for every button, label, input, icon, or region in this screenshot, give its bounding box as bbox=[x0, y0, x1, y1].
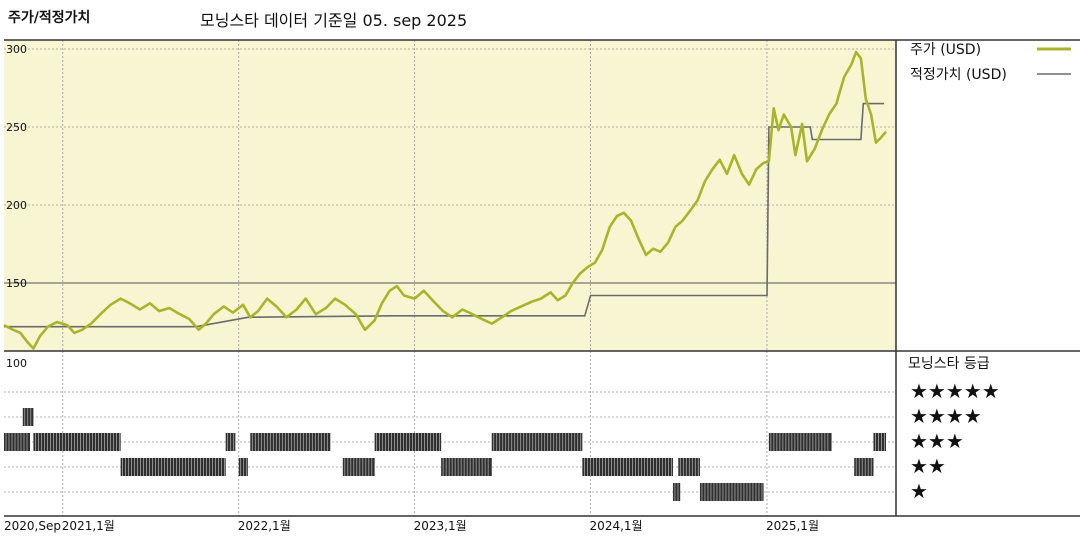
rating-segment-2-star-5 bbox=[238, 458, 248, 476]
rating-bars bbox=[4, 408, 886, 501]
x-tick-label-3: 2023,1월 bbox=[414, 519, 467, 533]
rating-segment-2-star-7 bbox=[342, 458, 375, 476]
x-tick-label-4: 2024,1월 bbox=[590, 519, 643, 533]
rating-bar-fill bbox=[672, 483, 681, 501]
x-tick-label-2: 2022,1월 bbox=[238, 519, 291, 533]
rating-segment-2-star-11 bbox=[582, 458, 673, 476]
rating-5-stars: ★★★★★ bbox=[910, 379, 1000, 403]
rating-segment-3-star-6 bbox=[250, 433, 331, 451]
rating-segment-2-star-9 bbox=[441, 458, 492, 476]
rating-4-stars: ★★★★ bbox=[910, 404, 982, 428]
price-y-tick-250: 250 bbox=[6, 121, 27, 134]
price-plot-background bbox=[4, 40, 896, 351]
price-gridlines bbox=[4, 40, 896, 351]
price-y-tick-200: 200 bbox=[6, 199, 27, 212]
price-y-axis-labels: 150 200 250 300 bbox=[6, 43, 27, 290]
rating-segment-2-star-3 bbox=[120, 458, 226, 476]
x-tick-label-5: 2025,1월 bbox=[766, 519, 819, 533]
source-note: 모닝스타 데이터 기준일 05. sep 2025 bbox=[200, 11, 467, 30]
rating-segment-3-star-1 bbox=[4, 433, 31, 451]
price-line bbox=[3, 50, 887, 350]
rating-segment-3-star-17 bbox=[873, 433, 886, 451]
rating-segment-4-star-0 bbox=[22, 408, 34, 426]
rating-bar-fill bbox=[33, 433, 121, 451]
rating-bar-fill bbox=[374, 433, 442, 451]
price-y-tick-150: 150 bbox=[6, 277, 27, 290]
rating-3-stars: ★★★ bbox=[910, 429, 964, 453]
rating-bar-fill bbox=[441, 458, 492, 476]
rating-2-stars: ★★ bbox=[910, 454, 946, 478]
rating-segment-3-star-15 bbox=[768, 433, 832, 451]
price-y-tick-300: 300 bbox=[6, 43, 27, 56]
x-tick-label-0: 2020,Sep bbox=[4, 519, 61, 533]
rating-segment-3-star-4 bbox=[225, 433, 236, 451]
rating-segment-2-star-16 bbox=[854, 458, 874, 476]
chart-label: 주가/적정가치 bbox=[8, 9, 90, 26]
rating-axis-label-100: 100 bbox=[6, 357, 27, 370]
x-tick-label-1: 2021,1월 bbox=[62, 519, 115, 533]
legend-fair-label: 적정가치 (USD) bbox=[910, 67, 1007, 83]
rating-bar-fill bbox=[854, 458, 874, 476]
rating-segment-1-star-14 bbox=[699, 483, 764, 501]
rating-bar-fill bbox=[238, 458, 248, 476]
rating-segment-1-star-13 bbox=[672, 483, 681, 501]
rating-segment-3-star-10 bbox=[491, 433, 583, 451]
x-axis-labels: 2020,Sep 2021,1월 2022,1월 2023,1월 2024,1월 2025… bbox=[4, 519, 819, 533]
rating-bar-fill bbox=[4, 433, 31, 451]
rating-1-star: ★ bbox=[910, 479, 928, 503]
rating-segment-3-star-2 bbox=[33, 433, 121, 451]
rating-segment-2-star-12 bbox=[678, 458, 700, 476]
rating-segment-3-star-8 bbox=[374, 433, 442, 451]
rating-bar-fill bbox=[873, 433, 886, 451]
rating-title: 모닝스타 등급 bbox=[908, 356, 990, 372]
legend-price-label: 주가 (USD) bbox=[910, 42, 981, 58]
